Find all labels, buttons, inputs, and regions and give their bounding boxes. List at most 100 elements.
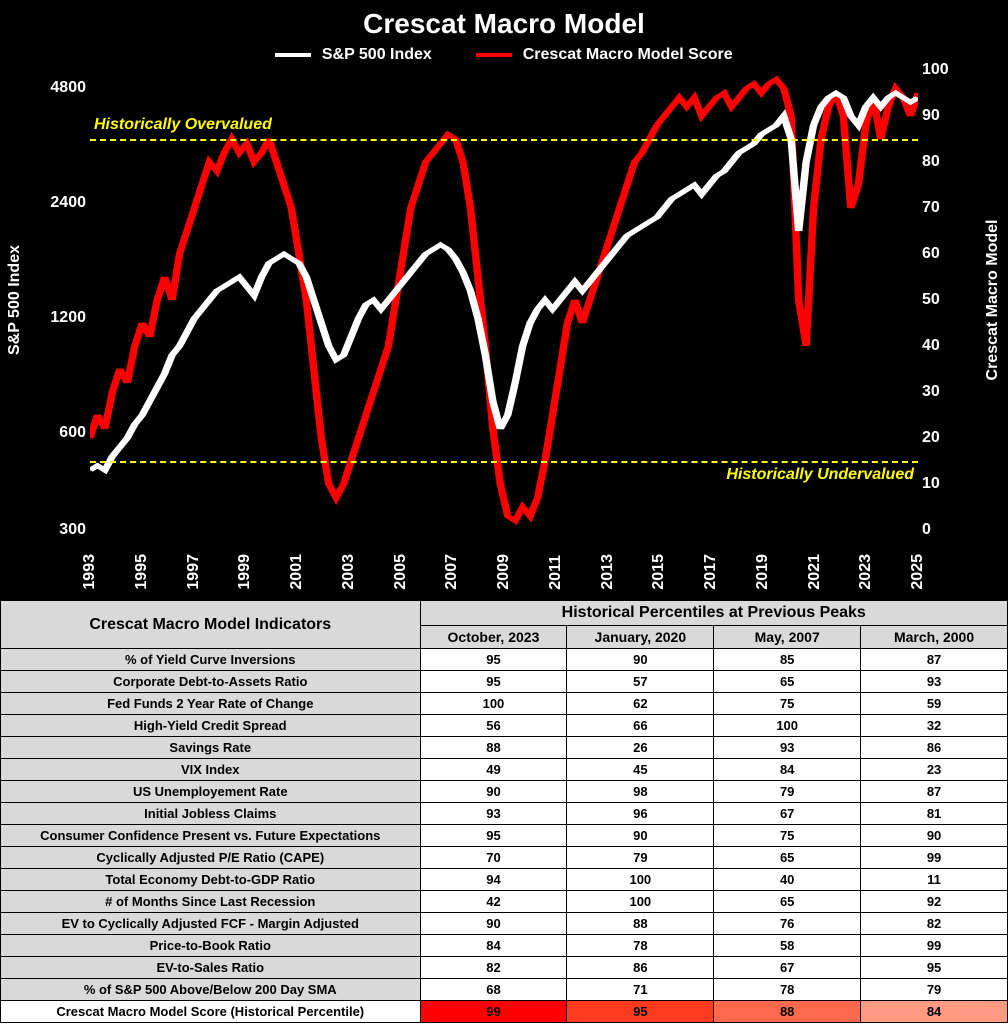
- summary-value: 84: [861, 1001, 1008, 1023]
- xtick: 2013: [599, 554, 617, 590]
- chart-legend: S&P 500 Index Crescat Macro Model Score: [0, 46, 1008, 64]
- cell-value: 58: [714, 935, 861, 957]
- cell-value: 59: [861, 693, 1008, 715]
- table-row: Price-to-Book Ratio84785899: [1, 935, 1008, 957]
- table-row: % of S&P 500 Above/Below 200 Day SMA6871…: [1, 979, 1008, 1001]
- cell-value: 85: [714, 649, 861, 671]
- table-row: High-Yield Credit Spread566610032: [1, 715, 1008, 737]
- cell-value: 90: [420, 781, 567, 803]
- row-label: Cyclically Adjusted P/E Ratio (CAPE): [1, 847, 421, 869]
- cell-value: 67: [714, 803, 861, 825]
- row-label: EV to Cyclically Adjusted FCF - Margin A…: [1, 913, 421, 935]
- y-axis-left-label: S&P 500 Index: [6, 245, 24, 355]
- ref-label-overvalued: Historically Overvalued: [94, 116, 272, 134]
- cell-value: 79: [861, 979, 1008, 1001]
- table-row: VIX Index49458423: [1, 759, 1008, 781]
- macro-chart: Crescat Macro Model S&P 500 Index Cresca…: [0, 0, 1008, 600]
- th-percentiles: Historical Percentiles at Previous Peaks: [420, 601, 1007, 626]
- table-row: Fed Funds 2 Year Rate of Change100627559: [1, 693, 1008, 715]
- cell-value: 79: [714, 781, 861, 803]
- cell-value: 62: [567, 693, 714, 715]
- cell-value: 79: [567, 847, 714, 869]
- ytick-right: 30: [922, 383, 966, 401]
- cell-value: 11: [861, 869, 1008, 891]
- cell-value: 88: [567, 913, 714, 935]
- row-label: Savings Rate: [1, 737, 421, 759]
- cell-value: 57: [567, 671, 714, 693]
- line-sp500: [90, 93, 918, 470]
- cell-value: 68: [420, 979, 567, 1001]
- cell-value: 65: [714, 891, 861, 913]
- ytick-right: 70: [922, 199, 966, 217]
- cell-value: 86: [567, 957, 714, 979]
- th-date: January, 2020: [567, 626, 714, 649]
- cell-value: 71: [567, 979, 714, 1001]
- table-body: % of Yield Curve Inversions95908587Corpo…: [1, 649, 1008, 1023]
- cell-value: 93: [714, 737, 861, 759]
- ytick-left: 600: [42, 424, 86, 442]
- table-row: Consumer Confidence Present vs. Future E…: [1, 825, 1008, 847]
- cell-value: 49: [420, 759, 567, 781]
- cell-value: 100: [420, 693, 567, 715]
- xtick: 2009: [495, 554, 513, 590]
- row-label: Fed Funds 2 Year Rate of Change: [1, 693, 421, 715]
- cell-value: 67: [714, 957, 861, 979]
- row-label: Consumer Confidence Present vs. Future E…: [1, 825, 421, 847]
- xtick: 2021: [806, 554, 824, 590]
- cell-value: 95: [861, 957, 1008, 979]
- legend-label-sp500: S&P 500 Index: [322, 46, 432, 63]
- xtick: 2007: [443, 554, 461, 590]
- ref-label-undervalued: Historically Undervalued: [726, 466, 914, 484]
- xtick: 2017: [702, 554, 720, 590]
- cell-value: 90: [861, 825, 1008, 847]
- table-row: % of Yield Curve Inversions95908587: [1, 649, 1008, 671]
- ytick-left: 2400: [42, 194, 86, 212]
- row-label: High-Yield Credit Spread: [1, 715, 421, 737]
- cell-value: 93: [861, 671, 1008, 693]
- legend-swatch-model: [476, 53, 512, 57]
- cell-value: 75: [714, 825, 861, 847]
- cell-value: 76: [714, 913, 861, 935]
- cell-value: 65: [714, 671, 861, 693]
- cell-value: 92: [861, 891, 1008, 913]
- row-label: VIX Index: [1, 759, 421, 781]
- table-row: EV to Cyclically Adjusted FCF - Margin A…: [1, 913, 1008, 935]
- xtick: 2003: [340, 554, 358, 590]
- cell-value: 23: [861, 759, 1008, 781]
- indicators-table: Crescat Macro Model Indicators Historica…: [0, 600, 1008, 1023]
- cell-value: 56: [420, 715, 567, 737]
- th-date: March, 2000: [861, 626, 1008, 649]
- xtick: 1993: [81, 554, 99, 590]
- cell-value: 82: [861, 913, 1008, 935]
- ytick-right: 40: [922, 337, 966, 355]
- chart-title: Crescat Macro Model: [0, 8, 1008, 40]
- cell-value: 78: [714, 979, 861, 1001]
- row-label: Price-to-Book Ratio: [1, 935, 421, 957]
- summary-value: 99: [420, 1001, 567, 1023]
- xtick: 1995: [133, 554, 151, 590]
- table-row: Savings Rate88269386: [1, 737, 1008, 759]
- summary-value: 95: [567, 1001, 714, 1023]
- xtick: 1999: [236, 554, 254, 590]
- cell-value: 95: [420, 825, 567, 847]
- cell-value: 90: [567, 649, 714, 671]
- row-label: # of Months Since Last Recession: [1, 891, 421, 913]
- cell-value: 82: [420, 957, 567, 979]
- row-label: Total Economy Debt-to-GDP Ratio: [1, 869, 421, 891]
- th-indicators: Crescat Macro Model Indicators: [1, 601, 421, 649]
- ytick-right: 20: [922, 429, 966, 447]
- ref-line-overvalued: [90, 139, 918, 141]
- y-axis-right-label: Crescat Macro Model: [984, 220, 1002, 381]
- table-row: Corporate Debt-to-Assets Ratio95576593: [1, 671, 1008, 693]
- cell-value: 95: [420, 649, 567, 671]
- cell-value: 100: [714, 715, 861, 737]
- cell-value: 87: [861, 781, 1008, 803]
- table-row: US Unemployement Rate90987987: [1, 781, 1008, 803]
- xtick: 2001: [288, 554, 306, 590]
- cell-value: 66: [567, 715, 714, 737]
- cell-value: 94: [420, 869, 567, 891]
- th-date: October, 2023: [420, 626, 567, 649]
- cell-value: 26: [567, 737, 714, 759]
- xtick: 1997: [185, 554, 203, 590]
- ref-line-undervalued: [90, 461, 918, 463]
